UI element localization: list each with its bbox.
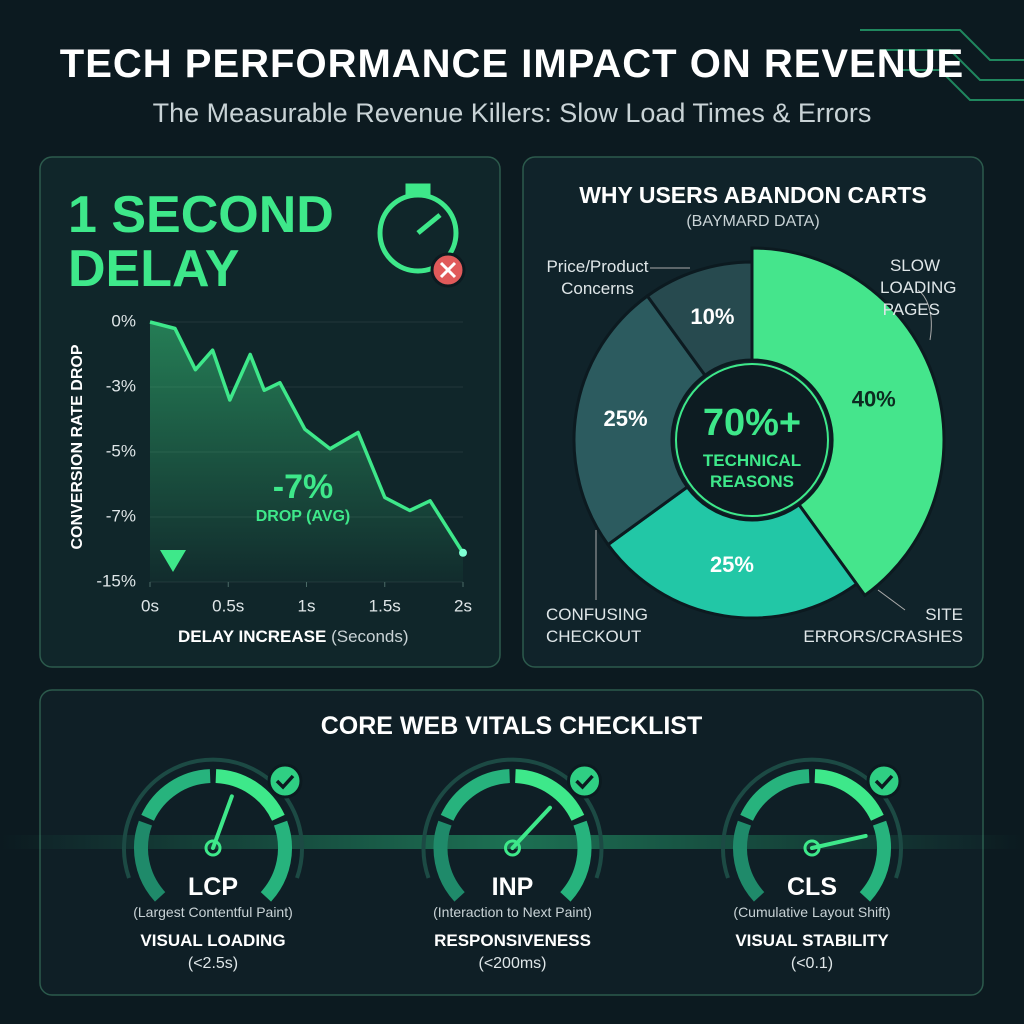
value-label: 10% [690,304,734,329]
vital-threshold: (<0.1) [790,955,834,972]
gauge-icon [122,757,304,902]
y-tick-label: -3% [106,376,136,395]
value-label: 25% [710,552,754,577]
y-axis-label: CONVERSION RATE DROP [69,344,86,550]
gauge-arc [141,769,211,821]
y-tick-label: -15% [96,571,136,590]
center-label: 70%+ [702,402,802,444]
vital-threshold: (<2.5s) [187,955,239,972]
vital-full-name: (Largest Contentful Paint) [133,904,293,920]
check-badge [567,763,602,799]
category-label: SLOW LOADING PAGES [880,256,957,319]
chart-title: WHY USERS ABANDON CARTS [579,182,927,208]
category-label: Price/Product Concerns [546,257,649,298]
page-subtitle: The Measurable Revenue Killers: Slow Loa… [152,98,872,128]
gauge-needle [810,833,868,850]
gauge-icon [421,757,604,902]
category-label: SITE ERRORS/CRASHES [803,605,963,646]
gauge-arc [733,820,765,902]
gauge-arc [433,820,465,902]
value-label: 40% [852,386,896,411]
vital-threshold: (<200ms) [478,955,547,972]
vital-category: VISUAL LOADING [140,931,286,950]
leader-line [917,289,932,341]
annotation-value: -7% [272,468,334,506]
vital-category: VISUAL STABILITY [735,931,889,950]
x-tick-label: 0.5s [212,596,244,615]
vital-name: LCP [188,873,238,901]
section-title: CORE WEB VITALS CHECKLIST [320,712,703,740]
gauge-needle [510,805,552,850]
gauge-arc [560,820,592,902]
leader-line [877,589,906,611]
stopwatch-icon [377,183,466,288]
donut-segment [750,246,946,598]
x-axis-label-main: DELAY INCREASE [178,627,327,646]
gauge-icon [721,757,903,902]
vital-full-name: (Cumulative Layout Shift) [733,904,891,920]
gauge-rim [122,757,304,879]
vital-name: CLS [787,873,837,901]
y-tick-label: -7% [106,506,136,525]
category-label: CONFUSING CHECKOUT [546,605,648,646]
page-title: TECH PERFORMANCE IMPACT ON REVENUE [59,42,965,86]
line-area [150,322,463,582]
x-tick-label: 1s [298,596,316,615]
donut-segment [572,293,708,547]
y-tick-label: 0% [111,311,136,330]
circuit-decor [860,29,1024,101]
gauge-arc [134,820,166,902]
check-mark [575,774,594,790]
gauge-hub [504,839,521,857]
gauge-rim [421,757,604,879]
x-tick-label: 2s [454,596,472,615]
check-mark [874,774,894,790]
x-axis-unit: (Seconds) [331,627,409,646]
vital-full-name: (Interaction to Next Paint) [433,904,592,920]
line [149,320,465,554]
donut-segment [605,484,859,620]
x-tick-label: 0s [141,596,159,615]
gauge-rim [721,757,903,879]
check-badge [866,763,902,799]
gauge-arc [440,769,511,821]
x-tick-label: 1.5s [369,596,401,615]
gauge-arc [215,769,285,821]
vital-name: INP [491,873,534,901]
chart-title: 1 SECOND DELAY [68,186,334,298]
gauge-arc [859,820,891,902]
donut-center [675,363,829,517]
gauge-hub [204,839,222,857]
chart-subtitle: (BAYMARD DATA) [686,213,820,230]
x-axis-label: DELAY INCREASE (Seconds) [178,627,409,647]
gauge-arc [514,769,585,821]
gauge-arc [814,769,884,821]
vital-category: RESPONSIVENESS [434,931,591,950]
donut-segment [645,260,754,378]
y-tick-label: -5% [106,441,136,460]
line-end-point [459,548,467,557]
gauge-hub [803,839,821,857]
gauge-arc [260,820,292,902]
check-badge [267,763,303,799]
value-label: 25% [604,406,648,431]
center-sublabel: TECHNICAL REASONS [702,451,802,491]
annotation-label: DROP (AVG) [255,508,351,525]
gauge-needle [211,794,234,850]
check-mark [275,774,295,790]
gauge-arc [740,769,810,821]
